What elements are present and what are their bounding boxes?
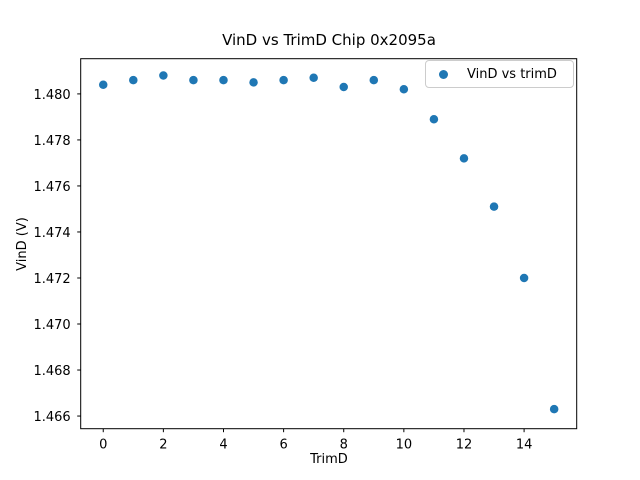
data-point: [98, 80, 108, 89]
data-point: [279, 75, 288, 85]
x-tick-label: 4: [219, 438, 227, 453]
legend-marker-icon: [439, 69, 448, 79]
data-point: [309, 73, 318, 83]
chart-title: VinD vs TrimD Chip 0x2095a: [222, 31, 436, 49]
x-tick-label: 12: [456, 438, 473, 453]
x-tick-label: 6: [279, 438, 287, 453]
x-axis-label: TrimD: [310, 452, 348, 467]
data-point: [249, 78, 258, 87]
y-tick-label: 1.466: [33, 410, 70, 425]
data-point: [339, 82, 348, 92]
x-tick-label: 2: [159, 438, 167, 453]
axes-spines: [80, 58, 578, 430]
y-tick-label: 1.474: [33, 226, 70, 241]
y-tick-label: 1.480: [33, 88, 70, 103]
x-tick-label: 0: [99, 438, 107, 453]
y-tick-label: 1.476: [33, 180, 70, 195]
data-point: [549, 404, 559, 414]
data-point: [459, 154, 469, 163]
data-point: [369, 75, 379, 85]
x-tick-label: 14: [516, 438, 533, 453]
y-tick-label: 1.468: [33, 364, 70, 379]
data-point: [219, 75, 228, 85]
legend: VinD vs trimD: [425, 60, 574, 88]
data-point: [159, 71, 168, 80]
data-point: [429, 114, 439, 124]
y-tick-label: 1.478: [33, 134, 70, 149]
data-point: [129, 75, 138, 85]
data-point: [399, 85, 409, 94]
y-tick-label: 1.472: [33, 272, 70, 287]
x-tick-label: 8: [340, 438, 348, 453]
y-axis-label: VinD (V): [15, 217, 30, 271]
data-point: [489, 202, 499, 211]
data-point: [519, 273, 529, 283]
y-tick-label: 1.470: [33, 318, 70, 333]
data-point: [189, 75, 198, 85]
x-tick-label: 10: [396, 438, 413, 453]
legend-label: VinD vs trimD: [467, 66, 557, 82]
